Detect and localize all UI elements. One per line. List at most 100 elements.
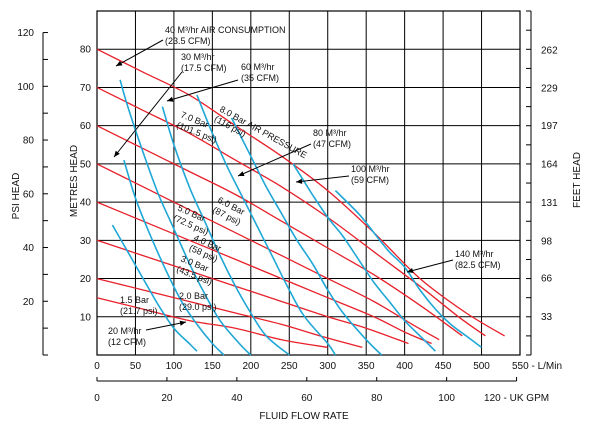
annotation-text: 40 M³/hr AIR CONSUMPTION bbox=[165, 25, 286, 35]
y-tick-label-psi: 120 bbox=[17, 28, 34, 39]
pressure-curve bbox=[96, 239, 409, 345]
annotation-arrowhead bbox=[116, 60, 123, 66]
y-tick-label-psi: 40 bbox=[23, 243, 35, 254]
annotation-air30: 30 M³/hr(17.5 CFM) bbox=[181, 52, 227, 73]
y-tick-label-feet: 131 bbox=[541, 198, 558, 209]
annotation-air140: 140 M³/hr(82.5 CFM) bbox=[455, 249, 501, 270]
annotation-air80: 80 M³/hr(47 CFM) bbox=[313, 128, 351, 149]
annotation-arrowhead bbox=[296, 178, 303, 184]
annotation-leader-line bbox=[295, 175, 350, 183]
annotation-text: (12 CFM) bbox=[108, 337, 146, 347]
axes: 0 50 100 150 200 250 300 350 400 450 500 550 - L/Mi… bbox=[17, 10, 562, 404]
y-tick-label-feet: 197 bbox=[541, 121, 558, 132]
annotation-bar15: 1.5 Bar(21.7 psi) bbox=[120, 295, 158, 316]
x-tick-label-gpm: 40 bbox=[231, 393, 243, 404]
pressure-curve bbox=[96, 125, 463, 337]
x-tick-label-gpm: 0 bbox=[94, 393, 100, 404]
annotation-bar5: 5.0 Bar(72.5 psi) bbox=[172, 203, 210, 237]
y-tick-label-metres: 10 bbox=[80, 312, 92, 323]
y-tick-label-metres: 70 bbox=[80, 83, 92, 94]
y-tick-label-metres: 20 bbox=[80, 274, 92, 285]
x-tick-label-lmin: 200 bbox=[242, 361, 259, 372]
air-consumption-curve bbox=[119, 79, 252, 356]
y-tick-label-feet: 164 bbox=[541, 159, 558, 170]
annotation-leader-line bbox=[406, 259, 454, 273]
x-tick-label-lmin: 500 bbox=[473, 361, 490, 372]
annotation-bar7: 7.0 Bar(101.5 psi) bbox=[175, 110, 218, 145]
air-consumption-curve bbox=[123, 159, 225, 356]
x-tick-label-lmin: 450 bbox=[435, 361, 452, 372]
annotation-text: (21.7 psi) bbox=[120, 306, 158, 316]
pressure-curve bbox=[96, 201, 432, 345]
y-tick-label-psi: 80 bbox=[23, 136, 35, 147]
air-consumption-curve bbox=[161, 106, 290, 356]
y-tick-label-feet: 33 bbox=[541, 312, 553, 323]
annotation-text: 140 M³/hr bbox=[455, 249, 494, 259]
annotation-text: 20 M³/hr bbox=[108, 326, 142, 336]
annotation-text: (82.5 CFM) bbox=[455, 260, 501, 270]
x-tick-label-gpm: 120 - UK GPM bbox=[484, 393, 549, 404]
y-tick-label-metres: 80 bbox=[80, 45, 92, 56]
annotation-leader-line bbox=[113, 71, 183, 158]
y-tick-label-psi: 20 bbox=[23, 297, 35, 308]
x-tick-label-lmin: 400 bbox=[396, 361, 413, 372]
annotation-arrowhead bbox=[238, 171, 245, 176]
air-consumption-curve bbox=[111, 224, 198, 352]
x-tick-label-gpm: 100 bbox=[438, 393, 455, 404]
air-consumption-curve bbox=[196, 94, 337, 356]
annotation-air100: 100 M³/hr(59 CFM) bbox=[351, 164, 390, 185]
x-tick-label-gpm: 80 bbox=[371, 393, 383, 404]
x-tick-label-lmin: 300 bbox=[319, 361, 336, 372]
air-consumption-curve bbox=[334, 190, 482, 349]
y-tick-label-feet: 229 bbox=[541, 84, 558, 95]
y-tick-label-psi: 60 bbox=[23, 189, 35, 200]
annotation-arrowhead bbox=[167, 96, 174, 102]
air-consumption-curve bbox=[292, 163, 436, 352]
x-tick-label-gpm: 20 bbox=[161, 393, 173, 404]
annotation-text: 30 M³/hr bbox=[181, 52, 215, 62]
x-tick-label-gpm: 60 bbox=[301, 393, 313, 404]
x-tick-label-lmin: 550 - L/Min bbox=[512, 361, 562, 372]
annotation-air20: 20 M³/hr(12 CFM) bbox=[108, 326, 146, 347]
annotation-leader-line bbox=[115, 39, 164, 67]
annotation-air40: 40 M³/hr AIR CONSUMPTION(23.5 CFM) bbox=[165, 25, 286, 46]
feet-axis-title: FEET HEAD bbox=[572, 152, 583, 208]
plot-frame bbox=[96, 10, 521, 356]
annotation-text: (23.5 CFM) bbox=[165, 36, 211, 46]
annotation-text: 2.0 Bar bbox=[179, 291, 208, 301]
annotation-bar2: 2.0 Bar(29.0 psi) bbox=[179, 291, 217, 312]
x-tick-label-lmin: 50 bbox=[130, 361, 142, 372]
y-tick-label-feet: 66 bbox=[541, 274, 553, 285]
annotation-leader-line bbox=[166, 79, 239, 102]
annotation-bar6: 6.0 Bar(87 psi) bbox=[211, 195, 246, 227]
annotation-arrowhead bbox=[179, 320, 186, 326]
psi-axis-title: PSI HEAD bbox=[11, 173, 22, 220]
annotation-text: 100 M³/hr bbox=[351, 164, 390, 174]
annotation-text: 60 M³/hr bbox=[241, 62, 275, 72]
annotation-leader-line bbox=[237, 143, 312, 177]
air-consumption-curve bbox=[230, 117, 383, 356]
y-tick-label-metres: 60 bbox=[80, 121, 92, 132]
x-axis-title: FLUID FLOW RATE bbox=[259, 411, 349, 422]
annotation-text: (29.0 psi) bbox=[179, 302, 217, 312]
annotation-text: 80 M³/hr bbox=[313, 128, 347, 138]
y-tick-label-feet: 98 bbox=[541, 236, 553, 247]
annotation-text: (35 CFM) bbox=[241, 73, 279, 83]
annotation-text: (17.5 CFM) bbox=[181, 63, 227, 73]
y-tick-label-feet: 262 bbox=[541, 45, 558, 56]
annotation-bar8: 8.0 Bar AIR PRESSURE(116 psi) bbox=[213, 104, 309, 160]
annotation-arrowhead bbox=[407, 268, 414, 273]
annotation-leader-line bbox=[145, 321, 187, 331]
y-tick-label-metres: 40 bbox=[80, 198, 92, 209]
y-tick-label-metres: 50 bbox=[80, 159, 92, 170]
annotation-text: (47 CFM) bbox=[313, 139, 351, 149]
x-tick-label-lmin: 150 bbox=[204, 361, 221, 372]
air-consumption-curves bbox=[111, 79, 482, 356]
x-tick-label-lmin: 250 bbox=[281, 361, 298, 372]
metres-axis-title: METRES HEAD bbox=[69, 145, 80, 217]
pressure-curve bbox=[96, 48, 505, 337]
y-tick-label-psi: 100 bbox=[17, 82, 34, 93]
annotation-arrowhead bbox=[114, 150, 120, 157]
x-tick-label-lmin: 0 bbox=[94, 361, 100, 372]
